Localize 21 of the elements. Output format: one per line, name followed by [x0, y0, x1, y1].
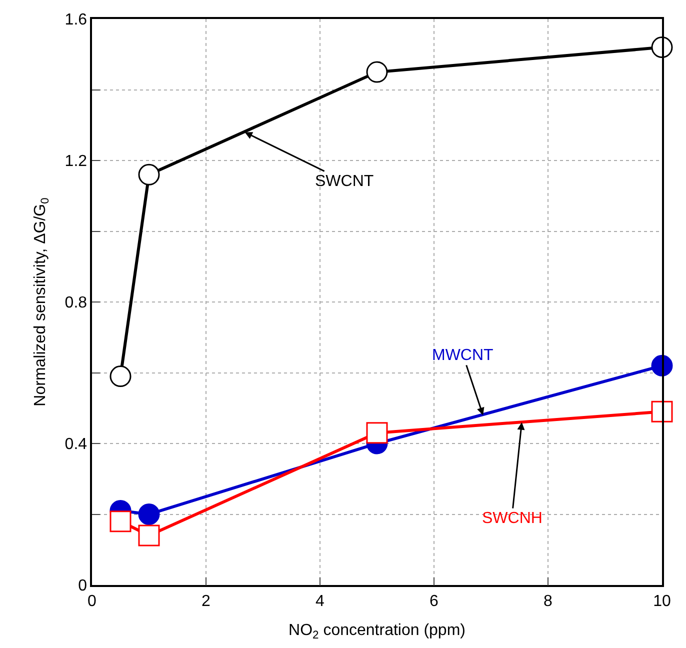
point [138, 164, 160, 186]
point [110, 510, 132, 532]
annotation: SWCNT [315, 173, 374, 190]
annotation: SWCNH [482, 510, 542, 527]
point [366, 61, 388, 83]
x-axis-title: NO$_{2}$ concentration (ppm) [288, 622, 466, 642]
point [110, 366, 132, 388]
x-tick-label: 4 [316, 592, 325, 610]
point [138, 504, 160, 525]
x-tick-label: 6 [430, 592, 439, 610]
y-tick-label: 0.8 [64, 294, 88, 312]
y-tick-label: 0.4 [64, 436, 88, 454]
x-tick-label: 10 [653, 592, 671, 610]
y-tick-label: 1.6 [64, 12, 88, 29]
annotation: MWCNT [432, 347, 494, 364]
point [366, 422, 388, 444]
y-tick-label: 1.2 [64, 153, 88, 170]
x-tick-label: 2 [202, 592, 211, 610]
x-tick-label: 8 [544, 592, 553, 610]
point [138, 524, 160, 546]
y-tick-label: 0 [78, 578, 88, 595]
